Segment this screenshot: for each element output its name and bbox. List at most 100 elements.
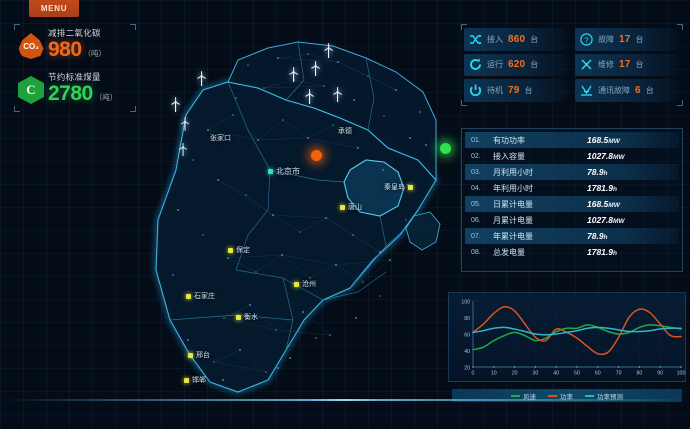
status-label: 故障: [598, 34, 614, 44]
shuffle-icon: [468, 32, 482, 46]
corner-mark-tr: [130, 24, 136, 30]
city-dot: [184, 377, 189, 383]
map-svg: [153, 41, 441, 395]
row-value: 1781.9h: [587, 247, 617, 257]
power-chart-panel: 20 40 60 80 100 0 10 20 30 40 50 60 70 80 90 100 风速 功率 …: [448, 292, 686, 402]
svg-text:30: 30: [533, 371, 539, 377]
table-row[interactable]: 04. 年利用小时 1781.9h: [465, 180, 679, 196]
metrics-table: 01. 有功功率 168.5MW 02. 接入容量 1027.8MW 03. 月…: [461, 128, 683, 272]
status-unit: 台: [530, 60, 539, 70]
status-value: 6: [635, 85, 641, 97]
city-dot: [268, 169, 273, 174]
svg-text:70: 70: [616, 371, 622, 377]
city-name: 衡水: [244, 314, 258, 321]
hebei-map[interactable]: [118, 20, 451, 400]
city-label-handan[interactable]: 邯郸: [184, 375, 206, 385]
city-label-qinhuangdao[interactable]: 秦皇岛: [384, 182, 413, 192]
svg-text:50: 50: [574, 371, 580, 377]
antenna-icon: [579, 84, 593, 98]
kpi-co2-label: 减排二氧化碳: [48, 28, 101, 38]
city-label-baoding[interactable]: 保定: [228, 245, 250, 255]
city-marker-zhangjiakou[interactable]: [311, 150, 322, 161]
status-item-running[interactable]: 运行 620 台: [464, 53, 569, 77]
row-index: 05.: [471, 200, 481, 208]
legend-item-wind-speed[interactable]: 风速: [511, 391, 536, 401]
legend-item-power[interactable]: 功率: [548, 391, 573, 401]
refresh-icon: [468, 58, 482, 72]
table-row[interactable]: 02. 接入容量 1027.8MW: [465, 148, 679, 164]
status-label: 接入: [487, 34, 503, 44]
city-label-zhangjiakou[interactable]: 张家口: [210, 133, 231, 143]
city-label-shijiazhuang[interactable]: 石家庄: [186, 291, 215, 301]
city-label-chengde[interactable]: 承德: [338, 126, 352, 136]
row-value: 78.9h: [587, 231, 608, 241]
corner-mark-tl: [14, 24, 20, 30]
menu-button[interactable]: MENU: [29, 0, 79, 17]
table-row[interactable]: 05. 日累计电量 168.5MW: [465, 196, 679, 212]
table-row[interactable]: 07. 年累计电量 78.9h: [465, 228, 679, 244]
row-value: 1027.8MW: [587, 215, 625, 225]
city-label-cangzhou[interactable]: 沧州: [294, 279, 316, 289]
svg-text:80: 80: [464, 316, 470, 322]
legend-item-power-forecast[interactable]: 功率预测: [585, 391, 623, 401]
row-value: 1781.9h: [587, 183, 617, 193]
table-row[interactable]: 01. 有功功率 168.5MW: [465, 132, 679, 148]
chart-svg: 20 40 60 80 100 0 10 20 30 40 50 60 70 80 90 100: [461, 299, 686, 377]
status-item-fault[interactable]: ? 故障 17 台: [575, 28, 680, 51]
chart-plot-area[interactable]: 20 40 60 80 100 0 10 20 30 40 50 60 70 80 90 100: [448, 292, 686, 382]
row-label: 年累计电量: [493, 231, 533, 241]
legend-label: 功率预测: [597, 393, 623, 401]
svg-text:100: 100: [461, 299, 470, 305]
status-value: 17: [619, 59, 631, 71]
status-item-maintenance[interactable]: 维修 17 台: [575, 53, 680, 77]
legend-label: 风速: [523, 393, 536, 401]
status-value: 620: [508, 59, 526, 71]
city-label-tangshan[interactable]: 唐山: [340, 202, 362, 212]
svg-text:20: 20: [512, 371, 518, 377]
table-row[interactable]: 08. 总发电量 1781.9h: [465, 244, 679, 260]
status-item-standby[interactable]: 待机 79 台: [464, 79, 569, 102]
legend-swatch: [548, 394, 557, 397]
city-label-hengshui[interactable]: 衡水: [236, 312, 258, 322]
co2-drop-icon: CO₂: [14, 28, 48, 64]
city-name: 邯郸: [192, 377, 206, 384]
city-marker-chengde[interactable]: [440, 143, 451, 154]
city-dot: [340, 204, 345, 210]
row-label: 月累计电量: [493, 215, 533, 225]
status-label: 维修: [598, 60, 614, 70]
svg-text:80: 80: [637, 371, 643, 377]
kpi-coal-value: 2780: [48, 82, 93, 105]
status-label: 通讯故障: [598, 86, 630, 96]
row-index: 03.: [471, 168, 481, 176]
table-row[interactable]: 03. 月利用小时 78.9h: [465, 164, 679, 180]
city-dot: [228, 247, 233, 253]
svg-text:100: 100: [677, 371, 686, 377]
status-unit: 台: [635, 34, 644, 44]
city-dot: [188, 352, 193, 358]
city-name: 保定: [236, 247, 250, 254]
corner-mark-br: [677, 100, 683, 106]
corner-mark-bl: [461, 100, 467, 106]
kpi-coal-unit: （吨）: [94, 93, 118, 102]
status-item-connected[interactable]: 接入 860 台: [464, 28, 569, 51]
city-dot: [408, 184, 413, 190]
status-unit: 台: [524, 86, 533, 96]
city-name: 唐山: [348, 204, 362, 211]
row-label: 总发电量: [493, 247, 525, 257]
status-value: 17: [619, 33, 631, 45]
row-value: 168.5MW: [587, 199, 620, 209]
table-row[interactable]: 06. 月累计电量 1027.8MW: [465, 212, 679, 228]
city-label-beijing[interactable]: 北京市: [268, 166, 300, 177]
corner-mark-bl: [14, 106, 20, 112]
row-value: 1027.8MW: [587, 151, 625, 161]
svg-text:0: 0: [472, 371, 475, 377]
status-item-comm-fault[interactable]: 通讯故障 6 台: [575, 79, 680, 102]
status-label: 运行: [487, 60, 503, 70]
svg-text:60: 60: [464, 332, 470, 338]
corner-mark-tl: [461, 24, 467, 30]
status-value: 79: [508, 85, 520, 97]
city-label-xingtai[interactable]: 邢台: [188, 350, 210, 360]
coal-hex-icon: C: [14, 72, 48, 108]
city-dot: [186, 293, 191, 299]
